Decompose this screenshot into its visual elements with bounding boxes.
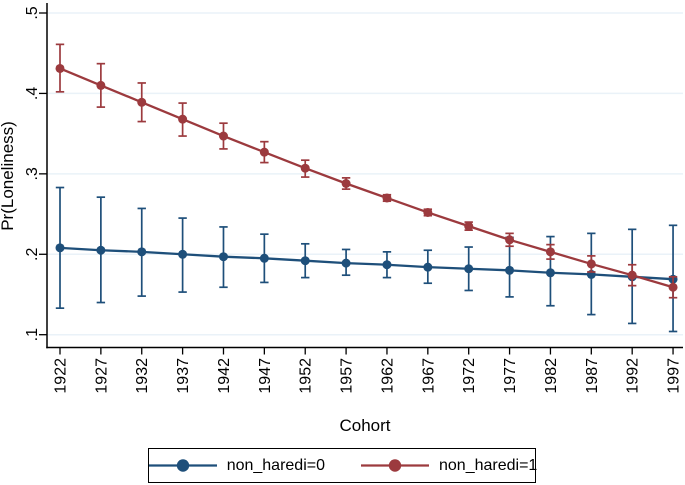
data-point-marker (382, 260, 392, 270)
x-tick-label: 1952 (298, 358, 315, 394)
data-point-marker (178, 114, 188, 124)
series-line (59, 246, 674, 281)
data-point-marker (137, 247, 147, 257)
x-tick-label: 1922 (53, 358, 70, 394)
data-point-marker (55, 243, 65, 253)
x-tick-label: 1977 (502, 358, 519, 394)
y-tick-label: .3 (24, 167, 41, 180)
legend-label: non_haredi=1 (439, 456, 538, 474)
error-bars (55, 186, 678, 333)
data-point-marker (341, 258, 351, 268)
data-point-marker (423, 262, 433, 272)
series-markers (55, 63, 678, 292)
legend-item-non-haredi-1: non_haredi=1 (359, 457, 537, 475)
data-point-marker (423, 207, 433, 217)
legend-line-marker-icon (147, 458, 219, 473)
data-point-marker (668, 282, 678, 292)
x-tick-label: 1927 (93, 358, 110, 394)
data-point-marker (464, 264, 474, 274)
data-point-marker (55, 63, 65, 73)
data-point-marker (341, 179, 351, 189)
series-line (59, 67, 674, 289)
data-point-marker (627, 270, 637, 280)
data-point-marker (382, 193, 392, 203)
legend-label: non_haredi=0 (226, 456, 325, 474)
x-tick-label: 1957 (339, 358, 356, 394)
data-point-marker (300, 163, 310, 173)
data-point-marker (505, 265, 515, 275)
x-tick-label: 1947 (257, 358, 274, 394)
x-tick-label: 1972 (461, 358, 478, 394)
legend-item-non-haredi-0: non_haredi=0 (147, 457, 325, 475)
data-point-marker (96, 245, 106, 255)
y-tick-label: .5 (24, 6, 41, 19)
data-point-marker (259, 253, 269, 263)
x-tick-labels: 1922 1927 1932 1937 1942 1947 1952 1957 1962 1967… (53, 358, 683, 394)
legend-line-marker-icon (359, 458, 431, 473)
data-point-marker (218, 252, 228, 262)
x-tick-label: 1962 (379, 358, 396, 394)
x-tick-label: 1967 (420, 358, 437, 394)
x-tick-label: 1992 (625, 358, 642, 394)
x-tick-label: 1937 (175, 358, 192, 394)
data-point-marker (218, 131, 228, 141)
y-tick-marks (39, 12, 47, 336)
y-axis-title: Pr(Loneliness) (0, 121, 17, 231)
data-point-marker (545, 268, 555, 278)
data-point-marker (586, 259, 596, 269)
series-non_haredi=0 (55, 186, 678, 333)
y-tick-labels: .1 .2 .3 .4 .5 (24, 6, 41, 341)
x-tick-label: 1982 (543, 358, 560, 394)
y-tick-label: .4 (24, 87, 41, 100)
axes (46, 3, 683, 349)
data-point-marker (137, 97, 147, 107)
series-non_haredi=1 (55, 43, 678, 299)
data-point-marker (545, 247, 555, 257)
y-gridlines (48, 12, 683, 336)
y-tick-label: .2 (24, 248, 41, 261)
x-tick-label: 1942 (216, 358, 233, 394)
data-point-marker (464, 221, 474, 231)
data-point-marker (300, 256, 310, 266)
data-point-marker (505, 235, 515, 245)
error-bars (55, 43, 678, 299)
x-tick-label: 1997 (666, 358, 683, 394)
data-point-marker (178, 249, 188, 259)
legend: non_haredi=0 non_haredi=1 (147, 448, 537, 483)
data-point-marker (259, 147, 269, 157)
y-tick-label: .1 (24, 328, 41, 341)
x-axis-title: Cohort (339, 416, 390, 435)
x-tick-label: 1987 (584, 358, 601, 394)
x-tick-marks (59, 347, 674, 355)
x-tick-label: 1932 (134, 358, 151, 394)
data-point-marker (96, 80, 106, 90)
